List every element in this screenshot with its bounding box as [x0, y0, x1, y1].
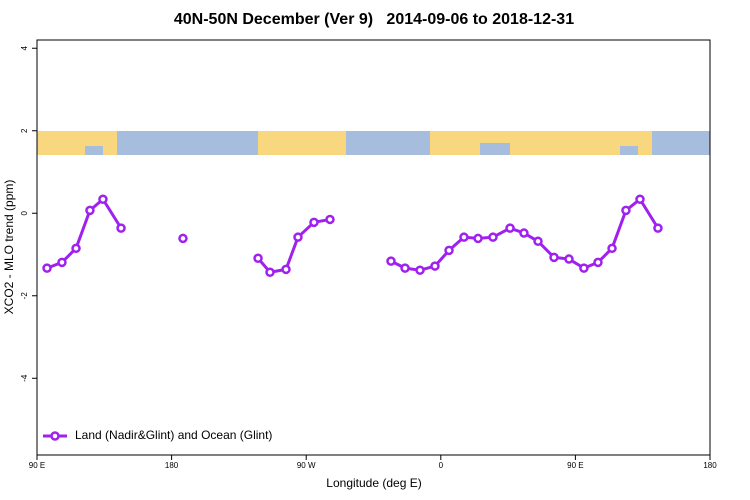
point — [533, 236, 543, 247]
x-tick-label: 0 — [439, 461, 444, 470]
point — [293, 232, 303, 242]
point — [265, 267, 275, 278]
chart-title: 40N-50N December (Ver 9) 2014-09-06 to 2… — [174, 11, 574, 28]
y-tick-label: 4 — [20, 45, 29, 50]
x-tick-label: 180 — [165, 461, 179, 470]
point — [473, 233, 483, 244]
y-axis-label: XCO2 - MLO trend (ppm) — [2, 180, 16, 315]
x-tick-label: 180 — [703, 461, 717, 470]
point — [309, 217, 319, 228]
point — [178, 233, 188, 244]
land — [258, 131, 346, 155]
y-tick-label: -2 — [20, 292, 29, 300]
point — [593, 257, 603, 268]
land — [430, 131, 652, 155]
point — [444, 245, 454, 256]
point — [564, 254, 574, 264]
point — [325, 214, 335, 225]
ocean — [85, 146, 103, 155]
point — [607, 243, 617, 254]
point — [519, 228, 529, 238]
point — [653, 223, 663, 233]
point — [71, 243, 81, 254]
point — [549, 252, 559, 263]
legend-label: Land (Nadir&Glint) and Ocean (Glint) — [75, 428, 272, 442]
point — [400, 263, 410, 273]
y-tick-label: 2 — [20, 128, 29, 133]
point — [386, 256, 396, 266]
point — [116, 223, 126, 233]
plot-frame — [36, 39, 711, 456]
point — [621, 205, 631, 216]
y-tick-label: 0 — [20, 210, 29, 215]
legend-marker — [50, 431, 60, 441]
point — [488, 232, 498, 242]
x-tick-label: 90 E — [29, 461, 45, 470]
x-axis-label: Longitude (deg E) — [326, 476, 421, 490]
land — [37, 131, 117, 155]
point — [281, 264, 291, 275]
point — [505, 223, 515, 233]
point — [415, 265, 425, 275]
point — [85, 205, 95, 216]
x-tick-label: 90 E — [567, 461, 583, 470]
point — [430, 261, 440, 271]
point — [459, 232, 469, 242]
point — [98, 194, 108, 204]
x-tick-label: 90 W — [297, 461, 316, 470]
point — [57, 257, 67, 268]
y-tick-label: -4 — [20, 374, 29, 382]
point — [253, 253, 263, 263]
point — [579, 263, 589, 273]
map-strip — [37, 131, 710, 155]
ocean — [620, 146, 638, 155]
ocean — [480, 143, 510, 155]
point — [635, 194, 645, 204]
point — [42, 263, 52, 273]
